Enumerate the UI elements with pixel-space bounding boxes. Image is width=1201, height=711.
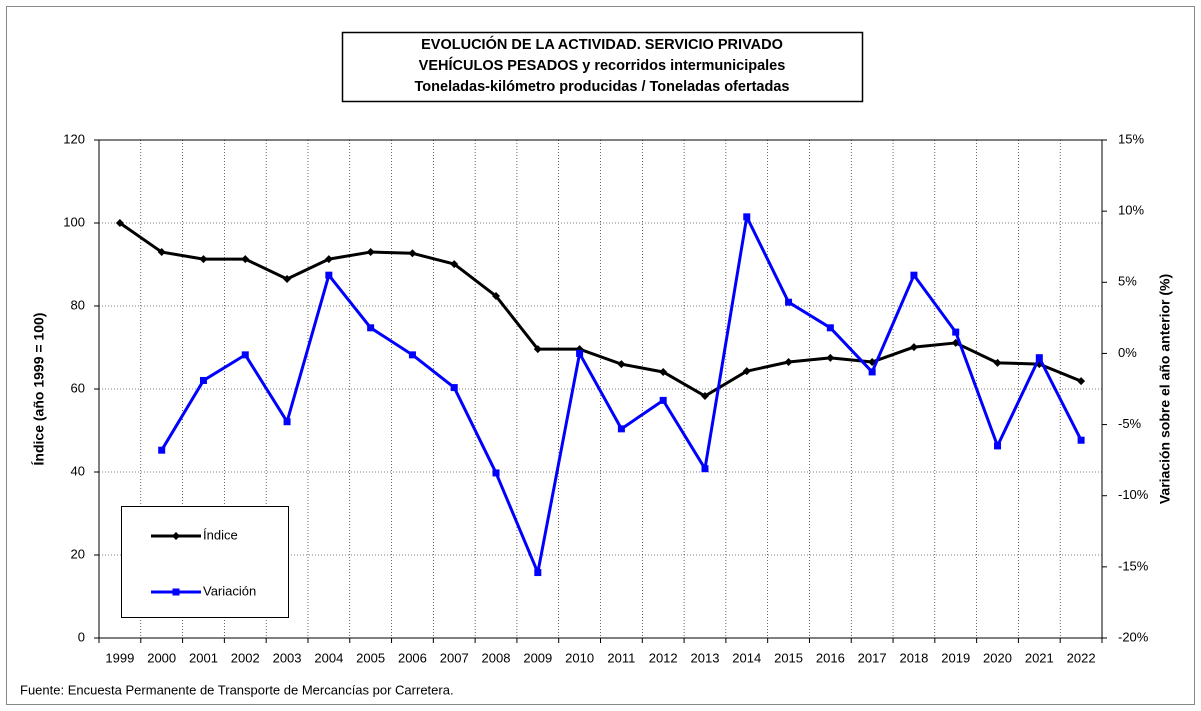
legend-label: Índice [203, 527, 238, 542]
marker [909, 343, 918, 352]
x-tick-label: 2013 [691, 650, 720, 665]
marker [199, 255, 208, 264]
x-tick-label: 2001 [189, 650, 218, 665]
x-tick-label: 2012 [649, 650, 678, 665]
marker [576, 349, 584, 357]
y2-tick-label: -10% [1118, 487, 1149, 502]
x-tick-label: 2004 [314, 650, 343, 665]
y-tick-label: 40 [71, 463, 85, 478]
marker [910, 271, 918, 279]
marker [784, 358, 793, 367]
x-tick-label: 2010 [565, 650, 594, 665]
marker [701, 465, 709, 473]
marker [785, 298, 793, 306]
marker [241, 255, 250, 264]
x-tick-label: 1999 [105, 650, 134, 665]
y-tick-label: 100 [63, 214, 85, 229]
marker [324, 255, 333, 264]
plot-border [98, 139, 1103, 639]
legend-box [121, 506, 289, 618]
marker [700, 392, 709, 401]
y2-tick-label: 5% [1118, 274, 1137, 289]
marker [534, 569, 542, 577]
marker [283, 418, 291, 426]
x-tick-label: 2007 [440, 650, 469, 665]
y-tick-label: 120 [63, 131, 85, 146]
x-tick-label: 2018 [899, 650, 928, 665]
y2-tick-label: -20% [1118, 629, 1149, 644]
x-tick-label: 2005 [356, 650, 385, 665]
y-tick-label: 0 [78, 629, 85, 644]
marker [492, 469, 500, 477]
marker [408, 249, 417, 258]
x-tick-label: 2015 [774, 650, 803, 665]
x-tick-label: 2016 [816, 650, 845, 665]
x-tick-label: 2011 [607, 650, 635, 665]
marker [742, 367, 751, 376]
x-tick-label: 2006 [398, 650, 427, 665]
y-axis-title: Índice (año 1999 = 100) [31, 313, 47, 466]
x-tick-label: 2000 [147, 650, 176, 665]
y-tick-label: 20 [71, 546, 85, 561]
series-line [119, 221, 1082, 398]
marker [994, 442, 1002, 450]
y2-tick-label: 0% [1118, 345, 1137, 360]
marker [367, 324, 375, 332]
marker [283, 275, 292, 284]
marker [868, 368, 876, 376]
x-tick-label: 2021 [1025, 650, 1054, 665]
x-tick-label: 2019 [941, 650, 970, 665]
marker [408, 351, 416, 359]
marker [1077, 377, 1086, 386]
y2-tick-label: 10% [1118, 203, 1144, 218]
chart-title: VEHÍCULOS PESADOS y recorridos intermuni… [419, 57, 786, 74]
marker [617, 425, 625, 433]
marker [743, 213, 751, 221]
marker [826, 324, 834, 332]
chart-title: EVOLUCIÓN DE LA ACTIVIDAD. SERVICIO PRIV… [421, 35, 783, 53]
x-tick-label: 2002 [231, 650, 260, 665]
marker [199, 376, 207, 384]
source-note: Fuente: Encuesta Permanente de Transport… [20, 682, 454, 697]
legend-marker [172, 588, 180, 596]
marker [157, 248, 166, 257]
marker [952, 328, 960, 336]
marker [659, 367, 668, 376]
marker [617, 360, 626, 369]
marker [325, 271, 333, 279]
x-tick-label: 2022 [1067, 650, 1096, 665]
chart-title: Toneladas-kilómetro producidas / Tonelad… [415, 79, 790, 95]
x-tick-label: 2020 [983, 650, 1012, 665]
y2-axis-title: Variación sobre el año anterior (%) [1157, 274, 1173, 504]
y2-tick-label: -5% [1118, 416, 1142, 431]
marker [450, 260, 459, 269]
y2-tick-label: -15% [1118, 558, 1149, 573]
marker [533, 345, 542, 354]
marker [993, 358, 1002, 367]
marker [450, 384, 458, 392]
marker [241, 351, 249, 359]
marker [366, 248, 375, 257]
title-box [341, 31, 864, 103]
marker [115, 219, 124, 227]
x-tick-label: 2009 [523, 650, 552, 665]
marker [826, 353, 835, 362]
marker [1035, 354, 1043, 362]
x-tick-label: 2017 [858, 650, 887, 665]
legend-label: Variación [203, 583, 256, 598]
y2-tick-label: 15% [1118, 131, 1144, 146]
x-tick-label: 2008 [482, 650, 511, 665]
y-tick-label: 60 [71, 380, 85, 395]
x-tick-label: 2003 [273, 650, 302, 665]
marker [492, 292, 501, 301]
marker [1077, 436, 1085, 444]
x-tick-label: 2014 [732, 650, 761, 665]
y-tick-label: 80 [71, 297, 85, 312]
legend-marker [172, 532, 180, 540]
marker [158, 446, 166, 454]
marker [659, 396, 667, 404]
